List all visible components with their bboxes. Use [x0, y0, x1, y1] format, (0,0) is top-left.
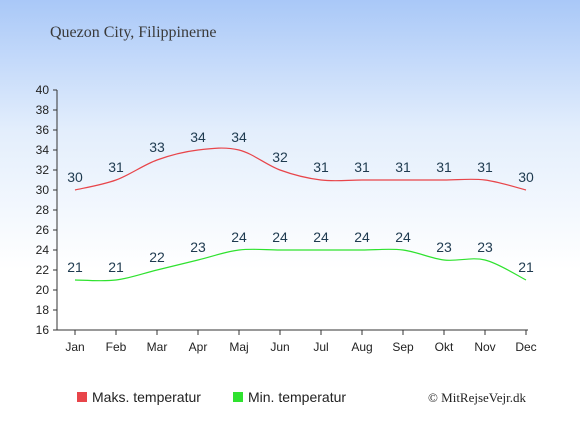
data-label: 33 [149, 139, 165, 155]
legend-label: Maks. temperatur [92, 389, 201, 405]
y-tick-label: 16 [36, 323, 50, 337]
data-label: 23 [190, 239, 206, 255]
data-label: 31 [108, 159, 124, 175]
y-tick-label: 24 [36, 243, 50, 257]
x-tick-label: Jan [65, 340, 84, 354]
x-tick-label: Apr [189, 340, 208, 354]
data-label: 31 [436, 159, 452, 175]
data-label: 31 [313, 159, 329, 175]
data-label: 22 [149, 249, 165, 265]
x-tick-label: Sep [392, 340, 414, 354]
data-label: 24 [354, 229, 370, 245]
y-tick-label: 34 [36, 143, 50, 157]
y-tick-label: 28 [36, 203, 50, 217]
legend-label: Min. temperatur [248, 389, 346, 405]
data-label: 31 [354, 159, 370, 175]
y-tick-label: 30 [36, 183, 50, 197]
x-tick-label: Jun [270, 340, 289, 354]
legend: Maks. temperatur Min. temperatur [77, 389, 346, 405]
chart-axes: 16 18 20 22 24 26 28 30 32 34 36 38 40 Jan Feb Mar Apr Ma… [36, 83, 537, 354]
data-label: 31 [477, 159, 493, 175]
series-lines [74, 147, 527, 282]
data-label: 21 [67, 259, 83, 275]
x-tick-label: Jul [313, 340, 328, 354]
chart-title: Quezon City, Filippinerne [50, 24, 217, 41]
copyright-text: © MitRejseVejr.dk [428, 390, 526, 405]
x-tick-label: Okt [435, 340, 454, 354]
x-tick-label: Mar [147, 340, 168, 354]
data-label: 34 [231, 129, 247, 145]
data-label: 34 [190, 129, 206, 145]
y-tick-label: 20 [36, 283, 50, 297]
data-label: 23 [436, 239, 452, 255]
data-labels: 30 31 33 34 34 32 31 31 31 31 31 30 21 21 22 23 24 24 24 24… [67, 129, 534, 275]
data-label: 21 [518, 259, 534, 275]
series-line-max [74, 147, 527, 191]
data-label: 24 [272, 229, 288, 245]
data-label: 30 [518, 169, 534, 185]
x-tick-label: Nov [474, 340, 495, 354]
data-label: 24 [395, 229, 411, 245]
y-tick-label: 32 [36, 163, 50, 177]
y-tick-label: 22 [36, 263, 50, 277]
x-tick-label: Aug [351, 340, 372, 354]
x-tick-label: Dec [515, 340, 536, 354]
legend-swatch [233, 392, 243, 402]
legend-swatch [77, 392, 87, 402]
data-label: 32 [272, 149, 288, 165]
y-tick-label: 18 [36, 303, 50, 317]
data-label: 24 [231, 229, 247, 245]
series-line-min [74, 248, 527, 282]
data-label: 30 [67, 169, 83, 185]
y-tick-label: 38 [36, 103, 50, 117]
data-label: 31 [395, 159, 411, 175]
y-tick-label: 26 [36, 223, 50, 237]
data-label: 24 [313, 229, 329, 245]
data-label: 23 [477, 239, 493, 255]
y-tick-label: 40 [36, 83, 50, 97]
x-tick-label: Feb [106, 340, 127, 354]
data-label: 21 [108, 259, 124, 275]
x-tick-label: Maj [229, 340, 248, 354]
y-tick-label: 36 [36, 123, 50, 137]
